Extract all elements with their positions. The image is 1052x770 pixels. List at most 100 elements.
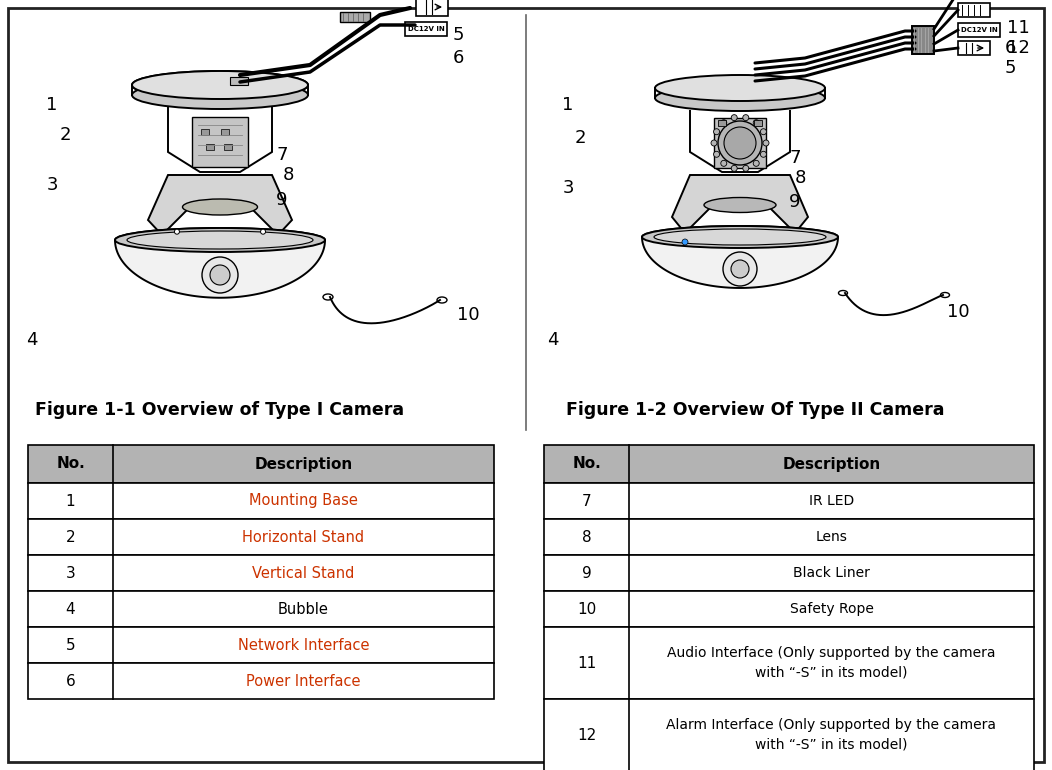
Text: 3: 3 — [65, 565, 76, 581]
Circle shape — [711, 140, 717, 146]
Circle shape — [753, 160, 760, 166]
Bar — [958, 41, 990, 55]
Text: 10: 10 — [947, 303, 969, 321]
Bar — [714, 118, 766, 168]
Ellipse shape — [132, 71, 308, 99]
Text: 6: 6 — [65, 674, 76, 688]
Text: Power Interface: Power Interface — [246, 674, 361, 688]
Bar — [544, 699, 1034, 770]
Ellipse shape — [437, 297, 447, 303]
Text: Lens: Lens — [815, 530, 848, 544]
Ellipse shape — [132, 81, 308, 109]
Circle shape — [731, 115, 737, 121]
Text: 6: 6 — [452, 49, 464, 67]
Ellipse shape — [838, 290, 848, 296]
Ellipse shape — [115, 228, 325, 252]
Text: 9: 9 — [789, 193, 801, 211]
Ellipse shape — [642, 226, 838, 248]
Bar — [958, 3, 990, 17]
Text: 4: 4 — [26, 331, 38, 349]
Text: 5: 5 — [452, 26, 464, 44]
Text: No.: No. — [56, 457, 85, 471]
Circle shape — [743, 115, 749, 121]
Text: 8: 8 — [582, 530, 591, 544]
Circle shape — [682, 239, 688, 245]
Text: Safety Rope: Safety Rope — [790, 602, 873, 616]
Circle shape — [261, 229, 265, 234]
Ellipse shape — [642, 226, 838, 248]
Circle shape — [713, 151, 720, 157]
Bar — [224, 144, 232, 150]
Text: Alarm Interface (Only supported by the camera
with “-S” in its model): Alarm Interface (Only supported by the c… — [667, 718, 996, 752]
Text: Figure 1-2 Overview Of Type II Camera: Figure 1-2 Overview Of Type II Camera — [566, 401, 945, 419]
Bar — [28, 555, 494, 591]
Bar — [28, 445, 494, 483]
Circle shape — [743, 166, 749, 172]
Circle shape — [202, 257, 238, 293]
Ellipse shape — [115, 228, 325, 252]
Ellipse shape — [655, 75, 825, 101]
Text: 2: 2 — [59, 126, 70, 144]
Text: 1: 1 — [65, 494, 76, 508]
Circle shape — [721, 119, 727, 126]
Text: 5: 5 — [65, 638, 76, 652]
Polygon shape — [642, 237, 838, 288]
Circle shape — [719, 121, 762, 165]
Polygon shape — [672, 175, 808, 233]
Bar — [958, 23, 1000, 37]
Circle shape — [731, 166, 737, 172]
Bar — [912, 26, 934, 54]
Text: 12: 12 — [576, 728, 596, 742]
Bar — [544, 591, 1034, 627]
Circle shape — [210, 265, 230, 285]
Bar — [754, 120, 762, 126]
Text: Mounting Base: Mounting Base — [249, 494, 358, 508]
Text: Bubble: Bubble — [278, 601, 329, 617]
Text: 3: 3 — [562, 179, 573, 197]
Bar — [544, 627, 1034, 699]
Text: Black Liner: Black Liner — [793, 566, 870, 580]
Text: 5: 5 — [1005, 59, 1016, 77]
Text: IR LED: IR LED — [809, 494, 854, 508]
Text: DC12V IN: DC12V IN — [960, 27, 997, 33]
Bar — [405, 22, 447, 36]
Circle shape — [761, 129, 767, 135]
Text: 2: 2 — [574, 129, 586, 147]
Text: 12: 12 — [1007, 39, 1030, 57]
Bar — [544, 483, 1034, 519]
Bar — [28, 663, 494, 699]
Text: Horizontal Stand: Horizontal Stand — [242, 530, 365, 544]
Ellipse shape — [127, 231, 313, 249]
Bar — [340, 12, 370, 22]
Text: Audio Interface (Only supported by the camera
with “-S” in its model): Audio Interface (Only supported by the c… — [667, 646, 996, 680]
Bar — [206, 144, 214, 150]
Bar — [544, 519, 1034, 555]
Text: Description: Description — [783, 457, 881, 471]
Bar — [544, 445, 1034, 483]
Text: DC12V IN: DC12V IN — [407, 26, 444, 32]
Text: 10: 10 — [576, 601, 596, 617]
Bar — [193, 117, 248, 167]
Text: 11: 11 — [576, 655, 596, 671]
Bar — [230, 77, 248, 85]
Text: 7: 7 — [277, 146, 288, 164]
Text: 8: 8 — [282, 166, 294, 184]
Circle shape — [763, 140, 769, 146]
Text: 7: 7 — [789, 149, 801, 167]
Text: 8: 8 — [794, 169, 806, 187]
Circle shape — [761, 151, 767, 157]
Text: Figure 1-1 Overview of Type I Camera: Figure 1-1 Overview of Type I Camera — [36, 401, 405, 419]
Text: 7: 7 — [582, 494, 591, 508]
Ellipse shape — [323, 294, 333, 300]
Text: 11: 11 — [1007, 19, 1029, 37]
Ellipse shape — [940, 293, 950, 297]
Circle shape — [724, 127, 756, 159]
Text: 6: 6 — [1005, 39, 1015, 57]
Polygon shape — [148, 175, 292, 235]
Text: 9: 9 — [582, 565, 591, 581]
Text: Description: Description — [255, 457, 352, 471]
Circle shape — [713, 129, 720, 135]
Text: 1: 1 — [563, 96, 573, 114]
Text: 9: 9 — [277, 191, 288, 209]
Bar — [28, 483, 494, 519]
